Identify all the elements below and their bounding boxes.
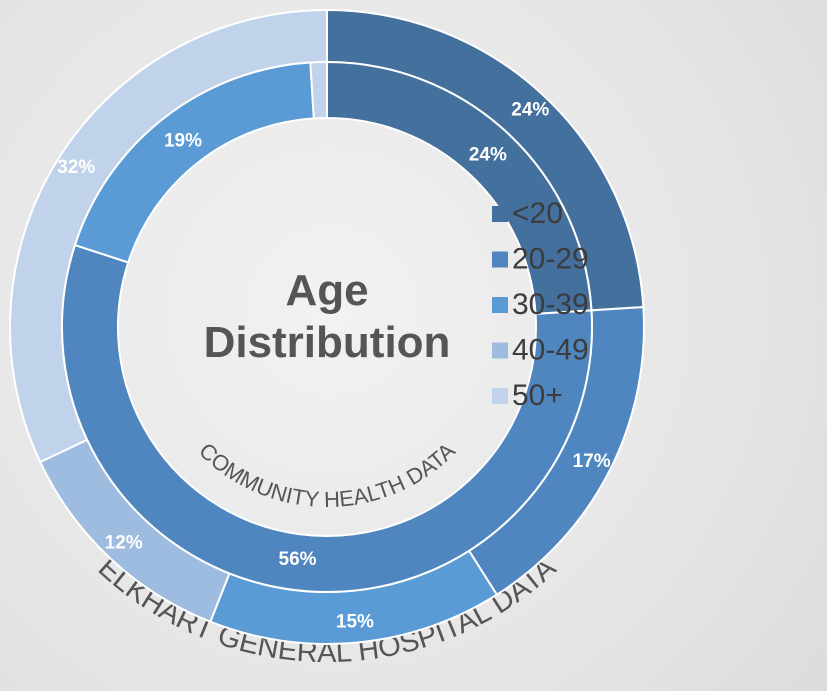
legend-label: <20 [512,197,563,230]
data-label: 24% [511,100,549,121]
data-label: 12% [105,533,143,554]
data-label: 56% [279,549,317,570]
legend-swatch [492,388,508,404]
legend-swatch [492,206,508,222]
data-label: 32% [57,157,95,178]
legend-label: 50+ [512,379,563,412]
legend-label: 30-39 [512,288,589,321]
data-label: 15% [336,612,374,633]
legend-swatch [492,297,508,313]
ring-segment [61,243,593,593]
chart-title: Age Distribution [203,266,451,367]
inner-ring-label-text: COMMUNITY HEALTH DATA [194,438,460,512]
data-label: 24% [469,145,507,166]
ring-segment [309,60,328,120]
legend-label: 20-29 [512,242,589,275]
data-label: 19% [164,130,202,151]
legend-swatch [492,251,508,268]
data-label: 17% [573,451,611,472]
legend-swatch [492,342,508,359]
inner-ring-label: COMMUNITY HEALTH DATA [194,438,460,512]
legend-label: 40-49 [512,333,589,366]
